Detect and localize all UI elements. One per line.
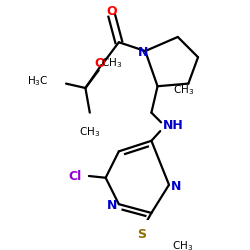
Text: NH: NH (163, 119, 184, 132)
Text: CH$_3$: CH$_3$ (172, 240, 193, 250)
Text: N: N (106, 200, 117, 212)
Text: Cl: Cl (68, 170, 82, 182)
Text: CH$_3$: CH$_3$ (101, 56, 122, 70)
Text: N: N (138, 46, 149, 59)
Text: N: N (171, 180, 181, 193)
Text: CH$_3$: CH$_3$ (79, 125, 100, 139)
Text: O: O (94, 57, 105, 70)
Text: H$_3$C: H$_3$C (27, 74, 48, 88)
Text: CH$_3$: CH$_3$ (174, 83, 195, 97)
Text: O: O (106, 5, 117, 18)
Text: S: S (137, 228, 146, 241)
